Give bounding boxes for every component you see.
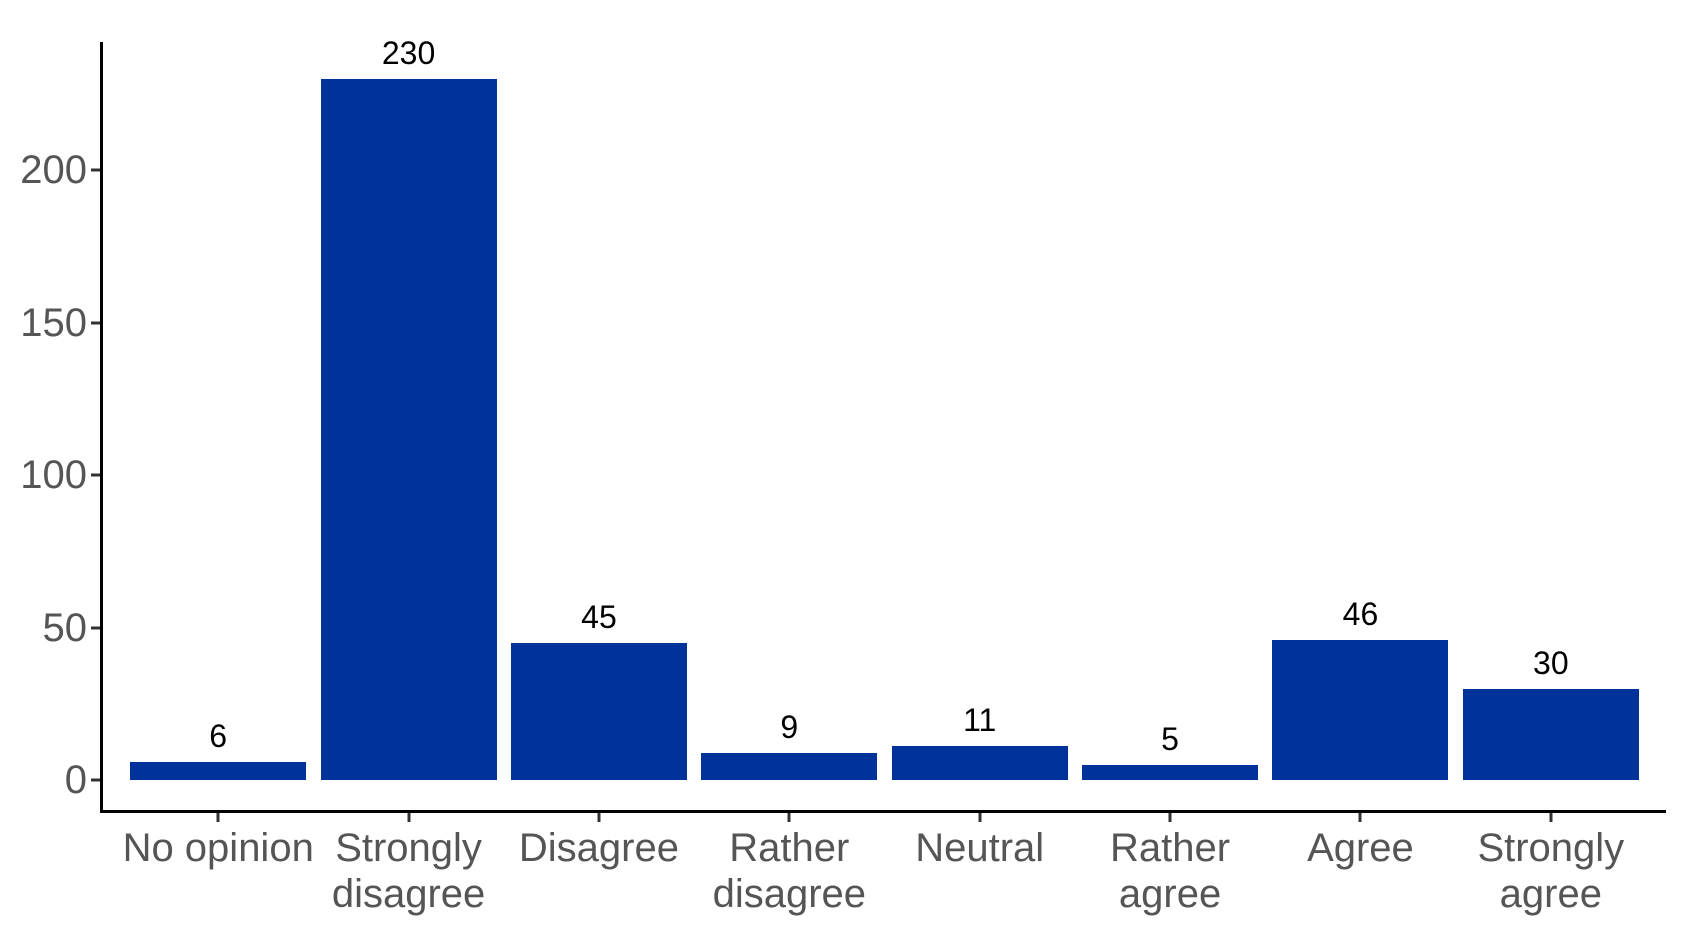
x-tick-label-strongly-agree: Strongly agree <box>1477 826 1625 916</box>
value-label-rather-agree: 5 <box>1161 721 1179 757</box>
x-tick-mark <box>1168 813 1172 822</box>
bar-disagree <box>510 643 687 780</box>
x-tick-mark <box>407 813 411 822</box>
bar-rather-disagree <box>701 753 878 780</box>
y-tick-mark <box>91 778 100 782</box>
x-tick-mark <box>1549 813 1553 822</box>
value-label-rather-disagree: 9 <box>780 709 799 745</box>
x-tick-label-rather-agree: Rather agree <box>1110 826 1231 916</box>
y-tick-mark <box>91 168 100 172</box>
plot-panel: 6 230 45 9 11 5 46 30 <box>100 37 1666 813</box>
value-label-strongly-agree: 30 <box>1533 645 1569 681</box>
y-tick-label-200: 200 <box>20 148 87 193</box>
x-tick-mark <box>787 813 791 822</box>
bar-strongly-agree <box>1462 689 1639 780</box>
y-tick-label-50: 50 <box>42 605 88 650</box>
x-tick-mark <box>1358 813 1362 822</box>
bar-agree <box>1272 640 1449 780</box>
x-tick-label-rather-disagree: Rather disagree <box>712 826 867 916</box>
x-tick-mark <box>216 813 220 822</box>
y-tick-label-100: 100 <box>20 453 87 498</box>
y-tick-mark <box>91 321 100 325</box>
bar-neutral <box>891 746 1068 780</box>
bar-rather-agree <box>1082 765 1259 780</box>
x-tick-label-neutral: Neutral <box>915 826 1045 870</box>
x-tick-label-strongly-disagree: Strongly disagree <box>331 826 486 916</box>
bar-strongly-disagree <box>320 79 497 780</box>
y-tick-mark <box>91 626 100 630</box>
x-tick-mark <box>597 813 601 822</box>
y-tick-mark <box>91 473 100 477</box>
x-tick-label-agree: Agree <box>1307 826 1414 870</box>
x-tick-label-disagree: Disagree <box>518 826 679 870</box>
value-label-disagree: 45 <box>581 599 617 635</box>
x-tick-mark <box>978 813 982 822</box>
value-label-strongly-disagree: 230 <box>381 35 436 71</box>
value-label-no-opinion: 6 <box>209 718 228 754</box>
y-tick-label-150: 150 <box>20 300 87 345</box>
bar-no-opinion <box>130 762 307 780</box>
x-tick-label-no-opinion: No opinion <box>122 826 314 870</box>
value-label-neutral: 11 <box>963 702 997 738</box>
y-tick-label-0: 0 <box>64 758 87 802</box>
value-label-agree: 46 <box>1342 596 1379 632</box>
